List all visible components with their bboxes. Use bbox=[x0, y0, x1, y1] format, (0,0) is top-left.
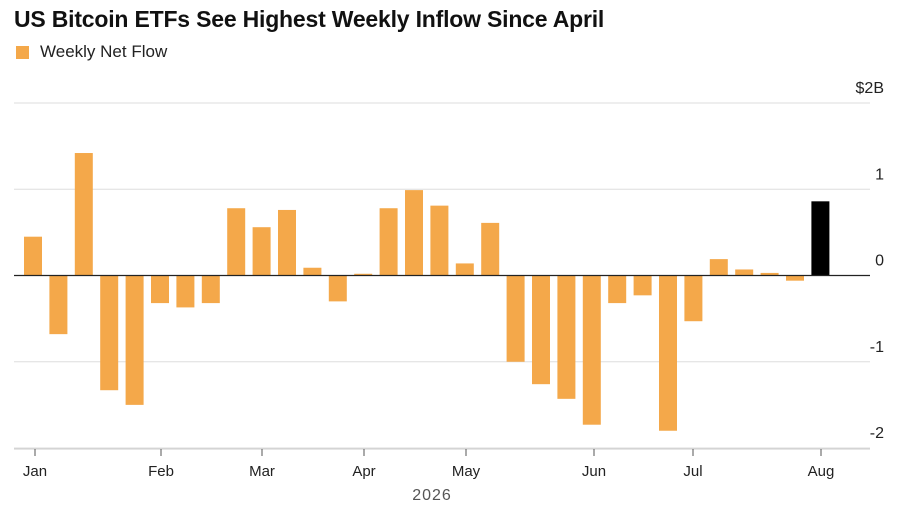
x-axis-year-label: 2026 bbox=[412, 487, 452, 504]
bar bbox=[684, 275, 703, 322]
bar bbox=[176, 275, 195, 308]
bar bbox=[506, 275, 525, 362]
x-tick-label: Aug bbox=[808, 463, 835, 480]
bar bbox=[252, 227, 271, 276]
bar bbox=[557, 275, 576, 399]
bars bbox=[24, 153, 830, 431]
x-tick-label: Apr bbox=[352, 463, 375, 480]
bar bbox=[24, 236, 42, 276]
bar-latest-week bbox=[811, 201, 830, 276]
bar bbox=[125, 275, 144, 405]
bar bbox=[151, 275, 169, 304]
y-tick-label: 1 bbox=[875, 166, 884, 183]
y-tick-label: 0 bbox=[875, 253, 884, 270]
bar bbox=[582, 275, 601, 425]
legend: Weekly Net Flow bbox=[16, 42, 167, 62]
y-tick-label: $2B bbox=[856, 80, 884, 97]
bar bbox=[455, 263, 474, 276]
bar bbox=[760, 272, 779, 276]
bar bbox=[354, 273, 373, 276]
bar bbox=[735, 269, 754, 276]
bar bbox=[430, 205, 449, 276]
bar bbox=[201, 275, 220, 304]
bar bbox=[405, 190, 423, 276]
bar bbox=[49, 275, 68, 335]
x-tick-label: Jul bbox=[683, 463, 702, 480]
x-tick-label: Feb bbox=[148, 463, 174, 480]
x-tick-label: Jun bbox=[582, 463, 606, 480]
x-tick-label: Jan bbox=[23, 463, 47, 480]
bar bbox=[379, 208, 398, 276]
x-tick-label: May bbox=[452, 463, 481, 480]
bar bbox=[481, 222, 500, 276]
y-tick-label: -2 bbox=[870, 425, 884, 442]
bar bbox=[659, 275, 677, 431]
bar bbox=[328, 275, 347, 302]
bar bbox=[709, 259, 728, 276]
x-tick-label: Mar bbox=[249, 463, 275, 480]
bar bbox=[786, 275, 804, 281]
chart-title: US Bitcoin ETFs See Highest Weekly Inflo… bbox=[14, 6, 605, 32]
bar bbox=[227, 208, 246, 276]
legend-swatch bbox=[16, 45, 29, 59]
legend-label: Weekly Net Flow bbox=[40, 42, 168, 61]
bar bbox=[100, 275, 119, 391]
bar bbox=[608, 275, 627, 304]
grid-lines bbox=[14, 102, 870, 449]
x-axis: Jan Feb Mar Apr May Jun Jul Aug bbox=[14, 448, 870, 480]
y-tick-label: -1 bbox=[870, 339, 884, 356]
bar bbox=[278, 209, 296, 276]
bar bbox=[303, 267, 322, 276]
y-axis-ticks: $2B 1 0 -1 -2 bbox=[856, 80, 885, 442]
bar bbox=[633, 275, 652, 296]
bar bbox=[74, 153, 93, 276]
bar bbox=[532, 275, 550, 385]
